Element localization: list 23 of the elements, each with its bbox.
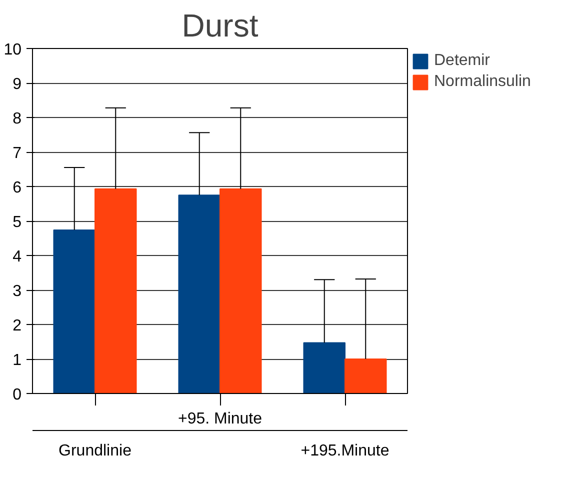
y-tick-label: 10 bbox=[4, 42, 22, 58]
legend-label: Normalinsulin bbox=[434, 73, 531, 91]
x-tick-label: +195.Minute bbox=[300, 442, 390, 460]
bar bbox=[303, 342, 346, 394]
y-tick-label: 4 bbox=[12, 248, 22, 266]
y-tick-label: 2 bbox=[12, 318, 22, 334]
y-tick-label: 7 bbox=[12, 145, 22, 162]
y-tick-label: 8 bbox=[12, 110, 22, 128]
bar bbox=[344, 358, 387, 394]
y-tick-label: 9 bbox=[12, 76, 22, 93]
y-tick-label: 5 bbox=[12, 214, 22, 231]
bar bbox=[53, 229, 96, 394]
y-tick-label: 1 bbox=[12, 352, 22, 369]
y-tick-label: 6 bbox=[12, 180, 22, 196]
x-tick-label: Grundlinie bbox=[58, 442, 132, 460]
y-tick-label: 0 bbox=[12, 386, 22, 404]
bar bbox=[178, 194, 220, 394]
chart-title: Durst bbox=[182, 8, 258, 44]
bar bbox=[94, 188, 137, 394]
y-tick-label: 3 bbox=[12, 283, 22, 300]
bar bbox=[220, 188, 262, 394]
x-tick-label: +95. Minute bbox=[178, 410, 262, 428]
legend-label: Detemir bbox=[434, 52, 490, 70]
